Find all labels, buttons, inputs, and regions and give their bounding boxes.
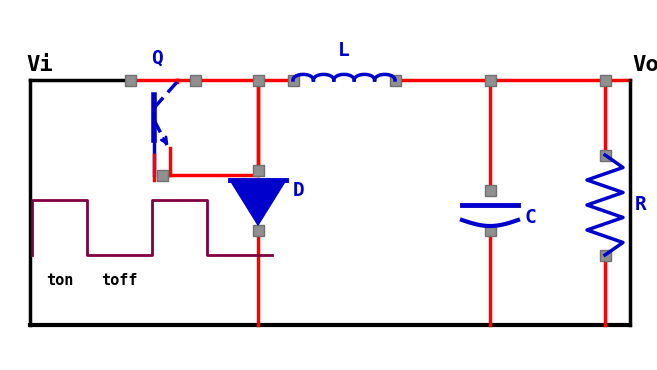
Text: L: L	[338, 40, 350, 60]
Bar	[288, 75, 299, 86]
Bar	[125, 75, 136, 86]
Text: Q: Q	[151, 49, 163, 68]
Bar	[485, 185, 496, 196]
Text: toff: toff	[101, 273, 138, 288]
Text: Vi: Vi	[26, 55, 53, 75]
Bar	[157, 170, 168, 181]
Bar	[253, 165, 264, 176]
Bar	[390, 75, 401, 86]
Bar	[190, 75, 201, 86]
Bar	[485, 225, 496, 236]
Text: Vo: Vo	[632, 55, 657, 75]
Bar	[600, 75, 611, 86]
Text: C: C	[525, 208, 537, 227]
Bar	[600, 250, 611, 261]
Bar	[485, 75, 496, 86]
Text: D: D	[293, 181, 305, 199]
Bar	[600, 150, 611, 161]
Bar	[253, 75, 264, 86]
Text: R: R	[635, 195, 646, 215]
Bar	[253, 225, 264, 236]
Text: ton: ton	[46, 273, 73, 288]
Polygon shape	[230, 180, 286, 225]
